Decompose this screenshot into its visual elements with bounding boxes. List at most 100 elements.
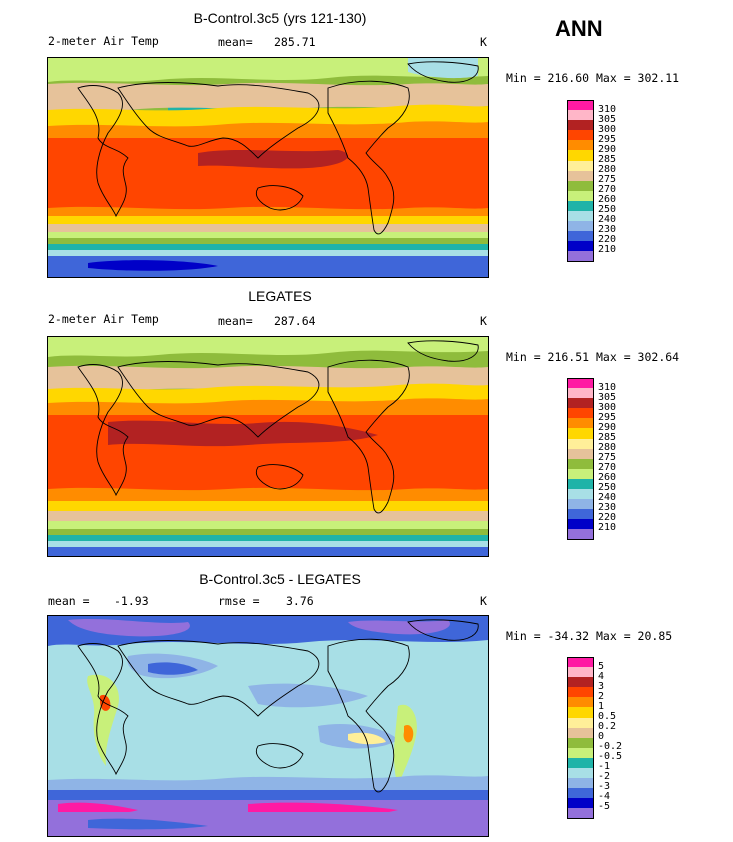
legend-swatch xyxy=(567,100,594,111)
panel-2-minmax: Min = 216.51 Max = 302.64 xyxy=(506,350,680,364)
legend-label: 220 xyxy=(598,512,617,523)
legend-swatch xyxy=(567,778,594,789)
legend-label: 0.5 xyxy=(598,711,617,722)
legend-swatch xyxy=(567,727,594,738)
panel-2-mean-value: 287.64 xyxy=(274,314,316,328)
legend-swatch xyxy=(567,788,594,799)
panel-1-map xyxy=(47,57,489,278)
legend-label: 210 xyxy=(598,244,617,255)
legend-swatch xyxy=(567,110,594,121)
legend-swatch xyxy=(567,241,594,252)
panel-3-minmax: Min = -34.32 Max = 20.85 xyxy=(506,629,673,643)
legend-label: -0.5 xyxy=(598,751,623,762)
legend-swatch xyxy=(567,687,594,698)
legend-swatch xyxy=(567,707,594,718)
panel-1-mean-value: 285.71 xyxy=(274,35,316,49)
legend-label: 270 xyxy=(598,462,617,473)
legend-swatch xyxy=(567,150,594,161)
legend-swatch xyxy=(567,458,594,469)
legend-label: 0.2 xyxy=(598,721,617,732)
legend-label: 240 xyxy=(598,214,617,225)
legend-label: 310 xyxy=(598,104,617,115)
legend-swatch xyxy=(567,667,594,678)
legend-swatch xyxy=(567,221,594,232)
legend-swatch xyxy=(567,170,594,181)
legend-label: 2 xyxy=(598,691,605,702)
legend-label: 275 xyxy=(598,452,617,463)
legend-label: 290 xyxy=(598,144,617,155)
legend-label: -2 xyxy=(598,771,611,782)
legend-label: 285 xyxy=(598,154,617,165)
legend-label: 260 xyxy=(598,472,617,483)
legend-label: 260 xyxy=(598,194,617,205)
legend-label: 310 xyxy=(598,382,617,393)
legend-swatch xyxy=(567,808,594,819)
panel-3-title: B-Control.3c5 - LEGATES xyxy=(199,571,361,587)
panel-2-variable: 2-meter Air Temp xyxy=(48,312,159,326)
legend-swatch xyxy=(567,509,594,520)
legend-label: 5 xyxy=(598,661,605,672)
panel-3-rmse-label: rmse = xyxy=(218,594,260,608)
legend-label: 275 xyxy=(598,174,617,185)
panel-1-colorbar xyxy=(567,100,594,262)
panel-2-title: LEGATES xyxy=(248,288,312,304)
legend-label: 285 xyxy=(598,432,617,443)
legend-label: 3 xyxy=(598,681,605,692)
legend-label: -3 xyxy=(598,781,611,792)
panel-2-mean-label: mean= xyxy=(218,314,253,328)
legend-label: 305 xyxy=(598,392,617,403)
panel-1-minmax: Min = 216.60 Max = 302.11 xyxy=(506,71,680,85)
legend-label: -5 xyxy=(598,801,611,812)
panel-3-rmse-value: 3.76 xyxy=(286,594,314,608)
legend-swatch xyxy=(567,251,594,262)
legend-label: -0.2 xyxy=(598,741,623,752)
legend-swatch xyxy=(567,717,594,728)
legend-swatch xyxy=(567,190,594,201)
panel-3-map xyxy=(47,615,489,837)
panel-2-contours xyxy=(48,337,488,556)
legend-swatch xyxy=(567,120,594,131)
legend-label: 280 xyxy=(598,164,617,175)
legend-label: 290 xyxy=(598,422,617,433)
legend-label: 250 xyxy=(598,204,617,215)
legend-label: 280 xyxy=(598,442,617,453)
legend-swatch xyxy=(567,697,594,708)
legend-swatch xyxy=(567,757,594,769)
legend-label: 295 xyxy=(598,134,617,145)
legend-swatch xyxy=(567,519,594,530)
legend-swatch xyxy=(567,428,594,439)
panel-2-units: K xyxy=(480,314,487,328)
legend-label: -1 xyxy=(598,761,611,772)
panel-1-units: K xyxy=(480,35,487,49)
legend-label: 300 xyxy=(598,402,617,413)
legend-label: 270 xyxy=(598,184,617,195)
panel-3-contours xyxy=(48,616,488,836)
legend-swatch xyxy=(567,677,594,688)
legend-label: 4 xyxy=(598,671,605,682)
legend-swatch xyxy=(567,529,594,540)
season-label: ANN xyxy=(555,16,603,41)
legend-swatch xyxy=(567,468,594,479)
panel-1-variable: 2-meter Air Temp xyxy=(48,34,159,48)
legend-label: 295 xyxy=(598,412,617,423)
panel-1-mean-label: mean= xyxy=(218,35,253,49)
panel-3-colorbar xyxy=(567,657,594,819)
legend-swatch xyxy=(567,657,594,668)
legend-swatch xyxy=(567,231,594,242)
legend-swatch xyxy=(567,737,594,748)
legend-label: 305 xyxy=(598,114,617,125)
legend-label: 230 xyxy=(598,224,617,235)
legend-swatch xyxy=(567,211,594,222)
panel-1-title: B-Control.3c5 (yrs 121-130) xyxy=(193,10,367,26)
legend-label: 230 xyxy=(598,502,617,513)
legend-swatch xyxy=(567,140,594,151)
legend-label: 0 xyxy=(598,731,605,742)
legend-label: -4 xyxy=(598,791,611,802)
legend-label: 210 xyxy=(598,522,617,533)
legend-swatch xyxy=(567,130,594,141)
legend-swatch xyxy=(567,408,594,419)
panel-2-colorbar xyxy=(567,378,594,540)
legend-label: 250 xyxy=(598,482,617,493)
legend-swatch xyxy=(567,747,594,758)
legend-swatch xyxy=(567,388,594,399)
